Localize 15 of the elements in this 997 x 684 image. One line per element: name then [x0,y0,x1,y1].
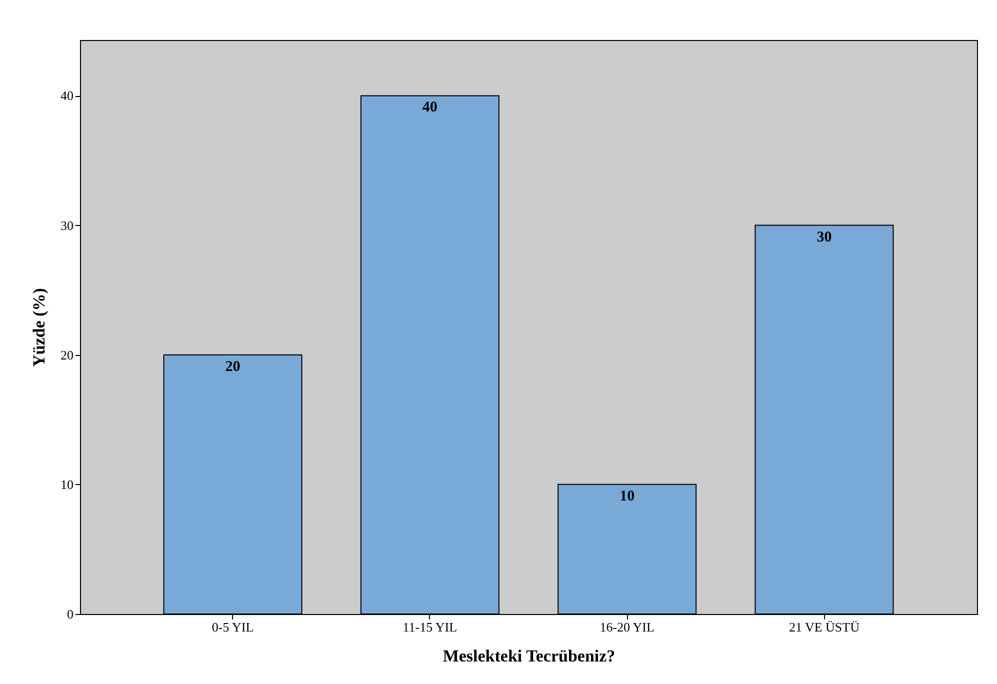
data-label: 40 [422,100,438,116]
y-tick-label: 10 [60,476,74,492]
x-tick-label: 16-20 YIL [600,620,655,634]
x-tick-label: 0-5 YIL [212,620,254,634]
data-label: 20 [225,358,240,375]
y-tick-label: 40 [60,88,74,104]
y-tick-label: 0 [67,606,74,622]
y-tick-label: 30 [60,218,74,233]
y-axis-title: Yüzde (%) [30,288,48,367]
x-tick-label: 11-15 YIL [402,620,458,634]
y-tick-label: 20 [60,347,74,362]
data-label: 10 [620,488,635,504]
x-axis-title: Meslekteki Tecrübeniz? [442,646,616,666]
x-tick-label: 21 VE ÜSTÜ [788,620,860,634]
data-label: 30 [816,229,832,246]
